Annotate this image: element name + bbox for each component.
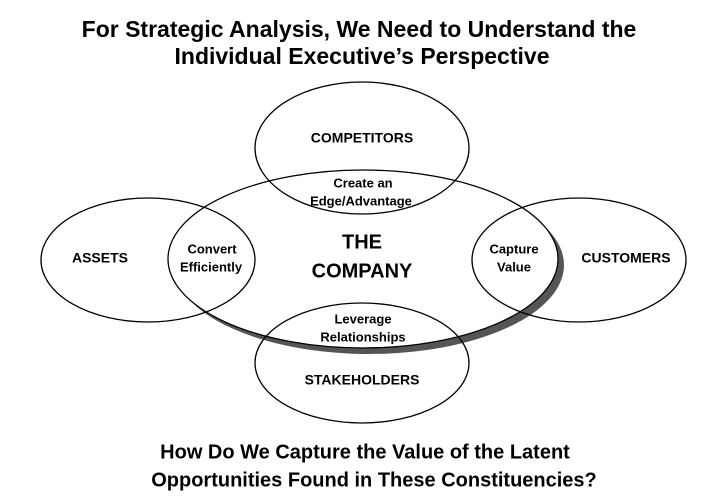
overlap-label: Capture bbox=[489, 241, 538, 256]
overlap-label: Convert bbox=[187, 241, 237, 256]
footer-line: How Do We Capture the Value of the Laten… bbox=[160, 441, 570, 463]
node-label: ASSETS bbox=[72, 250, 128, 266]
competitors-ellipse bbox=[254, 81, 470, 215]
overlap-label: Value bbox=[497, 259, 531, 274]
overlap-label: Edge/Advantage bbox=[310, 193, 412, 208]
title-line: For Strategic Analysis, We Need to Under… bbox=[82, 16, 637, 42]
node-label: COMPETITORS bbox=[311, 130, 413, 146]
overlap-label: Leverage bbox=[334, 311, 391, 326]
assets-ellipse bbox=[40, 197, 256, 323]
title-line: Individual Executive’s Perspective bbox=[175, 43, 550, 69]
customers-ellipse bbox=[471, 197, 687, 323]
center-label: THE bbox=[342, 231, 382, 253]
node-label: STAKEHOLDERS bbox=[305, 372, 420, 388]
company-ellipse bbox=[167, 169, 559, 349]
footer-line: Opportunities Found in These Constituenc… bbox=[151, 469, 597, 491]
stakeholders-ellipse bbox=[254, 302, 470, 424]
node-label: CUSTOMERS bbox=[581, 250, 670, 266]
overlap-label: Create an bbox=[333, 175, 392, 190]
center-label: COMPANY bbox=[312, 260, 413, 282]
overlap-label: Relationships bbox=[320, 329, 405, 344]
overlap-label: Efficiently bbox=[180, 259, 243, 274]
